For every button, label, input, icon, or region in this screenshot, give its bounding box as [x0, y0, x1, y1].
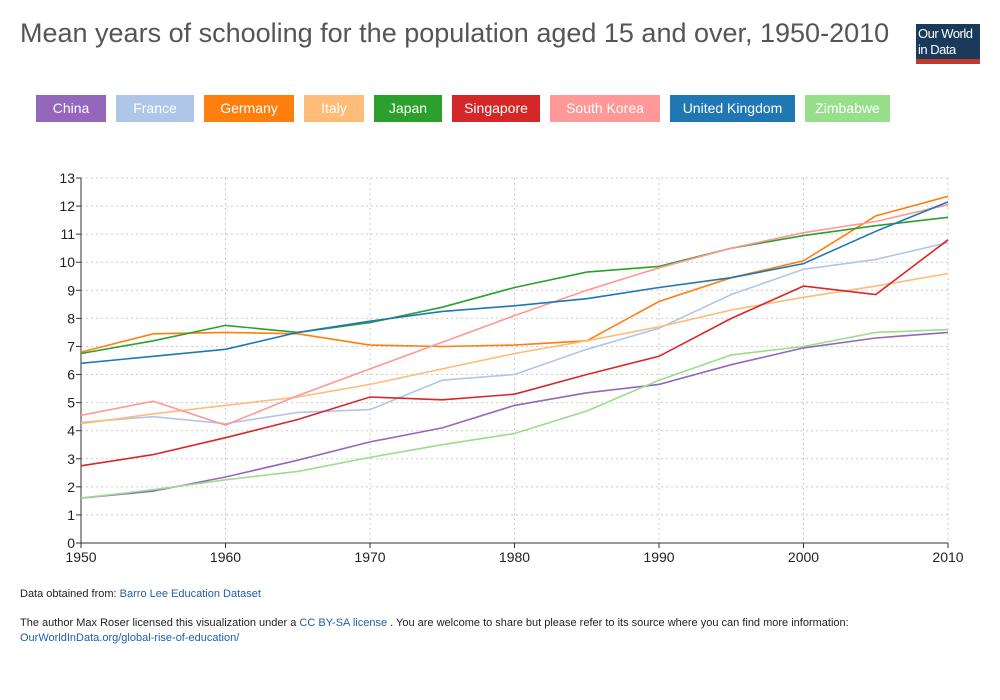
legend-item-italy[interactable]: Italy	[304, 95, 364, 122]
y-tick-label: 4	[67, 423, 75, 439]
series-line-france[interactable]	[80, 241, 949, 425]
grid-lines	[81, 177, 949, 543]
legend-item-zimbabwe[interactable]: Zimbabwe	[805, 95, 890, 122]
y-tick-label: 3	[67, 451, 75, 467]
license-link[interactable]: CC BY-SA license	[299, 617, 388, 629]
y-tick-label: 0	[67, 535, 75, 551]
source-url-line: OurWorldInData.org/global-rise-of-educat…	[20, 632, 239, 644]
license-prefix: The author Max Roser licensed this visua…	[20, 617, 300, 629]
series-line-singapore[interactable]	[80, 239, 949, 467]
owid-logo[interactable]: Our World in Data	[916, 24, 980, 64]
license-note: The author Max Roser licensed this visua…	[20, 617, 849, 629]
x-tick-label: 1990	[643, 549, 674, 565]
logo-accent-bar	[916, 59, 980, 64]
x-tick-label: 1960	[210, 549, 241, 565]
y-tick-label: 9	[67, 282, 75, 298]
source-prefix: Data obtained from:	[20, 588, 120, 600]
legend-item-singapore[interactable]: Singapore	[452, 95, 540, 122]
legend-item-japan[interactable]: Japan	[374, 95, 442, 122]
series-line-united-kingdom[interactable]	[80, 201, 949, 365]
y-tick-label: 13	[59, 170, 75, 186]
x-tick-label: 1970	[354, 549, 385, 565]
source-note: Data obtained from: Barro Lee Education …	[20, 588, 261, 600]
chart-title: Mean years of schooling for the populati…	[20, 18, 890, 48]
series-line-germany[interactable]	[80, 195, 949, 353]
y-tick-label: 8	[67, 310, 75, 326]
y-tick-label: 10	[59, 254, 75, 270]
source-url-link[interactable]: OurWorldInData.org/global-rise-of-educat…	[20, 632, 240, 644]
legend-item-china[interactable]: China	[36, 95, 106, 122]
series-lines	[80, 195, 949, 499]
y-tick-label: 2	[67, 479, 75, 495]
y-tick-label: 1	[67, 507, 75, 523]
series-line-zimbabwe[interactable]	[80, 328, 949, 499]
legend: China France Germany Italy Japan Singapore Sou…	[36, 95, 890, 122]
logo-line2: in Data	[918, 42, 956, 57]
series-line-japan[interactable]	[80, 216, 949, 355]
series-line-south-korea[interactable]	[80, 203, 949, 426]
x-tick-label: 1980	[499, 549, 530, 565]
y-tick-label: 12	[59, 198, 75, 214]
series-line-italy[interactable]	[80, 272, 949, 425]
source-link[interactable]: Barro Lee Education Dataset	[119, 588, 261, 600]
series-line-china[interactable]	[80, 331, 949, 499]
y-tick-label: 11	[60, 226, 75, 242]
y-tick-label: 6	[67, 367, 75, 383]
y-tick-label: 5	[67, 395, 75, 411]
x-tick-label: 1950	[65, 549, 96, 565]
x-tick-label: 2010	[932, 549, 963, 565]
x-tick-label: 2000	[788, 549, 819, 565]
y-tick-label: 7	[67, 338, 75, 354]
legend-item-france[interactable]: France	[116, 95, 194, 122]
legend-item-united-kingdom[interactable]: United Kingdom	[670, 95, 795, 122]
logo-line1: Our World	[918, 26, 973, 41]
legend-item-germany[interactable]: Germany	[204, 95, 294, 122]
license-suffix: . You are welcome to share but please re…	[387, 617, 849, 629]
legend-item-south-korea[interactable]: South Korea	[550, 95, 660, 122]
